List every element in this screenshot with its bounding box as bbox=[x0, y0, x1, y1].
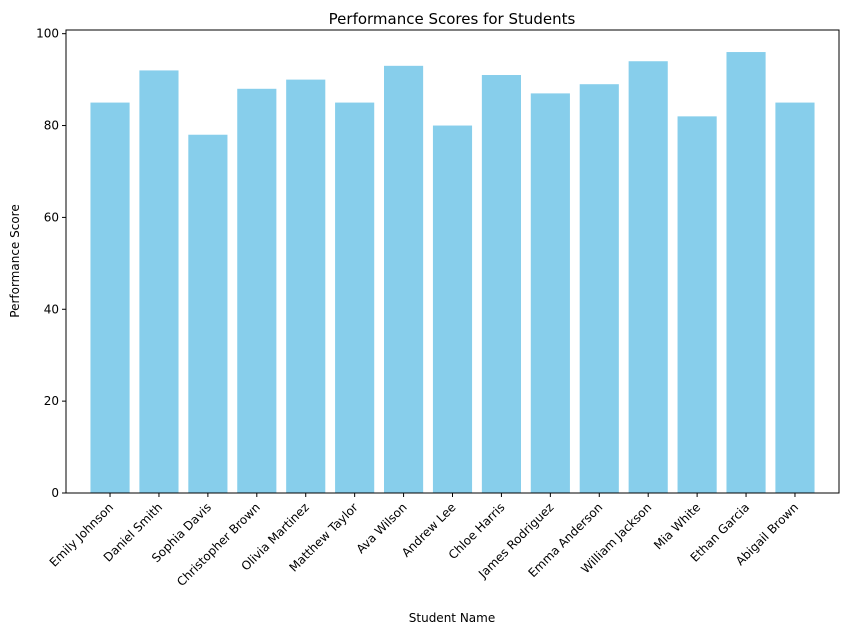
bar bbox=[628, 61, 668, 493]
bar bbox=[579, 84, 619, 494]
y-axis-label: Performance Score bbox=[8, 204, 22, 317]
bar bbox=[384, 65, 424, 493]
bar bbox=[530, 93, 570, 493]
y-axis-ticks: 0 20 40 60 80 100 bbox=[36, 27, 66, 500]
plot-frame bbox=[65, 29, 840, 494]
bar bbox=[188, 134, 228, 493]
bar bbox=[139, 70, 179, 494]
y-tick-label: 0 bbox=[51, 486, 59, 500]
bar bbox=[481, 75, 521, 493]
chart-title: Performance Scores for Students bbox=[329, 10, 576, 28]
bar bbox=[775, 102, 815, 493]
bar bbox=[726, 52, 766, 494]
y-tick-label: 40 bbox=[44, 302, 59, 316]
bar bbox=[432, 125, 473, 494]
x-tick-label: Christopher Brown bbox=[174, 500, 263, 589]
x-axis-label: Student Name bbox=[409, 611, 495, 625]
y-tick-label: 20 bbox=[44, 394, 59, 408]
bar bbox=[286, 79, 326, 493]
bar bbox=[90, 102, 130, 493]
bar bbox=[335, 102, 375, 493]
y-tick-label: 100 bbox=[36, 27, 59, 41]
y-tick-label: 60 bbox=[44, 210, 59, 224]
bar bbox=[237, 88, 277, 494]
x-tick-label: Mia White bbox=[651, 500, 703, 552]
y-tick-label: 80 bbox=[44, 119, 59, 133]
bar bbox=[677, 116, 717, 493]
bars-group bbox=[90, 52, 815, 494]
